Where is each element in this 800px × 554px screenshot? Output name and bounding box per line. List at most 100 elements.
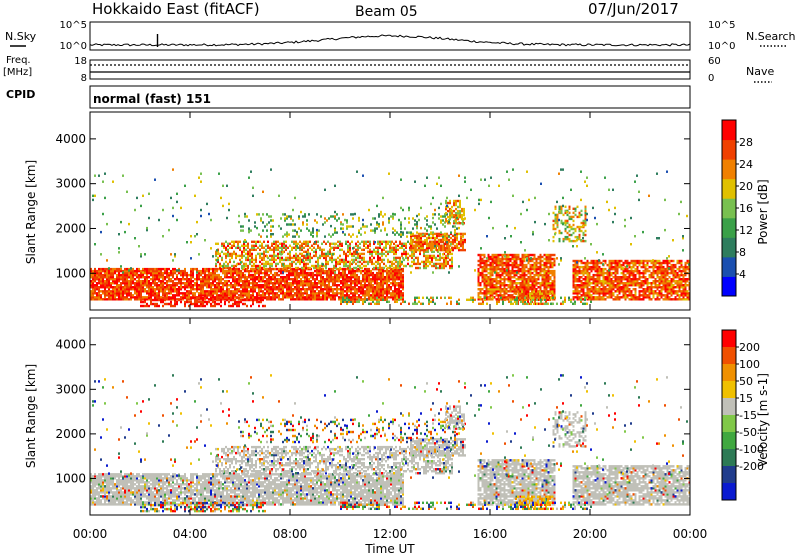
power-cell — [382, 276, 384, 279]
power-cell — [176, 276, 178, 279]
power-cell — [427, 254, 429, 258]
power-cell — [551, 263, 554, 267]
power-cell — [342, 294, 344, 297]
power-cell — [444, 213, 446, 216]
power-cell — [334, 276, 336, 279]
power-cell — [515, 261, 518, 265]
power-cell — [304, 296, 306, 299]
power-cell — [122, 280, 124, 283]
power-cell — [390, 286, 392, 289]
power-cell — [449, 264, 451, 268]
power-cell — [241, 244, 243, 248]
power-cell — [98, 267, 100, 271]
power-cell — [277, 244, 279, 248]
power-cell — [594, 284, 597, 287]
power-cell — [326, 286, 328, 289]
power-cell — [503, 271, 506, 275]
power-cell — [333, 248, 335, 252]
power-cell — [462, 244, 464, 248]
power-cell — [576, 290, 579, 293]
power-cell — [240, 229, 242, 232]
power-cell — [216, 290, 218, 293]
power-cell — [108, 271, 110, 275]
power-cell — [372, 294, 374, 297]
power-cell — [497, 271, 500, 275]
power-cell — [385, 246, 387, 250]
power-cell — [624, 292, 627, 295]
power-cell — [239, 248, 241, 252]
power-cell — [184, 271, 186, 275]
power-cell — [116, 273, 118, 277]
power-cell — [308, 282, 310, 285]
power-cell — [499, 267, 502, 271]
power-cell — [487, 290, 490, 293]
power-cell — [334, 280, 336, 283]
power-cell — [226, 271, 228, 275]
power-cell — [598, 280, 601, 283]
power-cell — [251, 252, 253, 256]
power-cell — [584, 271, 587, 275]
power-cell — [624, 282, 627, 285]
power-cell — [252, 269, 254, 273]
power-cell — [582, 290, 585, 293]
power-cell — [281, 242, 283, 246]
power-cell — [545, 265, 548, 269]
power-cell — [499, 278, 502, 281]
power-cell — [349, 242, 351, 246]
power-cell — [329, 248, 331, 252]
power-cell — [184, 269, 186, 273]
power-cell — [96, 284, 98, 287]
power-cell — [543, 290, 546, 293]
power-cell — [628, 263, 631, 267]
power-cell — [104, 286, 106, 289]
power-cell — [493, 296, 496, 299]
power-cell — [262, 271, 264, 275]
power-cell — [200, 294, 202, 297]
power-cell — [483, 263, 486, 267]
power-cell — [369, 250, 371, 254]
power-cell — [342, 267, 344, 271]
power-cell — [176, 292, 178, 295]
power-cell — [519, 276, 522, 279]
power-cell — [509, 294, 512, 297]
power-cell — [367, 246, 369, 250]
power-cell — [519, 296, 521, 300]
power-cell — [634, 288, 637, 291]
power-cell — [283, 246, 285, 250]
power-cell — [317, 240, 319, 244]
power-cell — [440, 231, 442, 234]
power-cell — [395, 250, 397, 254]
power-cell — [324, 296, 326, 299]
power-cell — [284, 284, 286, 287]
power-cell — [576, 294, 579, 297]
power-cell — [424, 240, 426, 244]
power-cell — [378, 288, 380, 291]
power-cell — [523, 255, 526, 259]
power-cell — [499, 257, 502, 261]
power-cell — [332, 288, 334, 291]
power-cell — [116, 290, 118, 293]
power-cell — [98, 280, 100, 283]
power-cell — [297, 242, 299, 246]
noise-trace — [89, 34, 691, 47]
power-cell — [378, 292, 380, 295]
power-cell — [495, 292, 498, 295]
power-cell — [398, 284, 400, 287]
power-cell — [192, 286, 194, 289]
power-cell — [271, 242, 273, 246]
power-cell — [136, 290, 138, 293]
power-cell — [288, 284, 290, 287]
power-cell — [268, 276, 270, 279]
power-cell — [531, 263, 534, 267]
power-cell — [360, 296, 362, 299]
power-cell — [533, 288, 536, 291]
power-cell — [576, 296, 579, 299]
power-cell — [168, 298, 170, 301]
power-cell — [322, 223, 324, 226]
power-cell — [511, 286, 514, 289]
power-cell — [260, 290, 262, 293]
power-cell — [279, 246, 281, 250]
power-cell — [315, 248, 317, 252]
power-cell — [401, 246, 403, 250]
power-cell — [288, 223, 290, 226]
